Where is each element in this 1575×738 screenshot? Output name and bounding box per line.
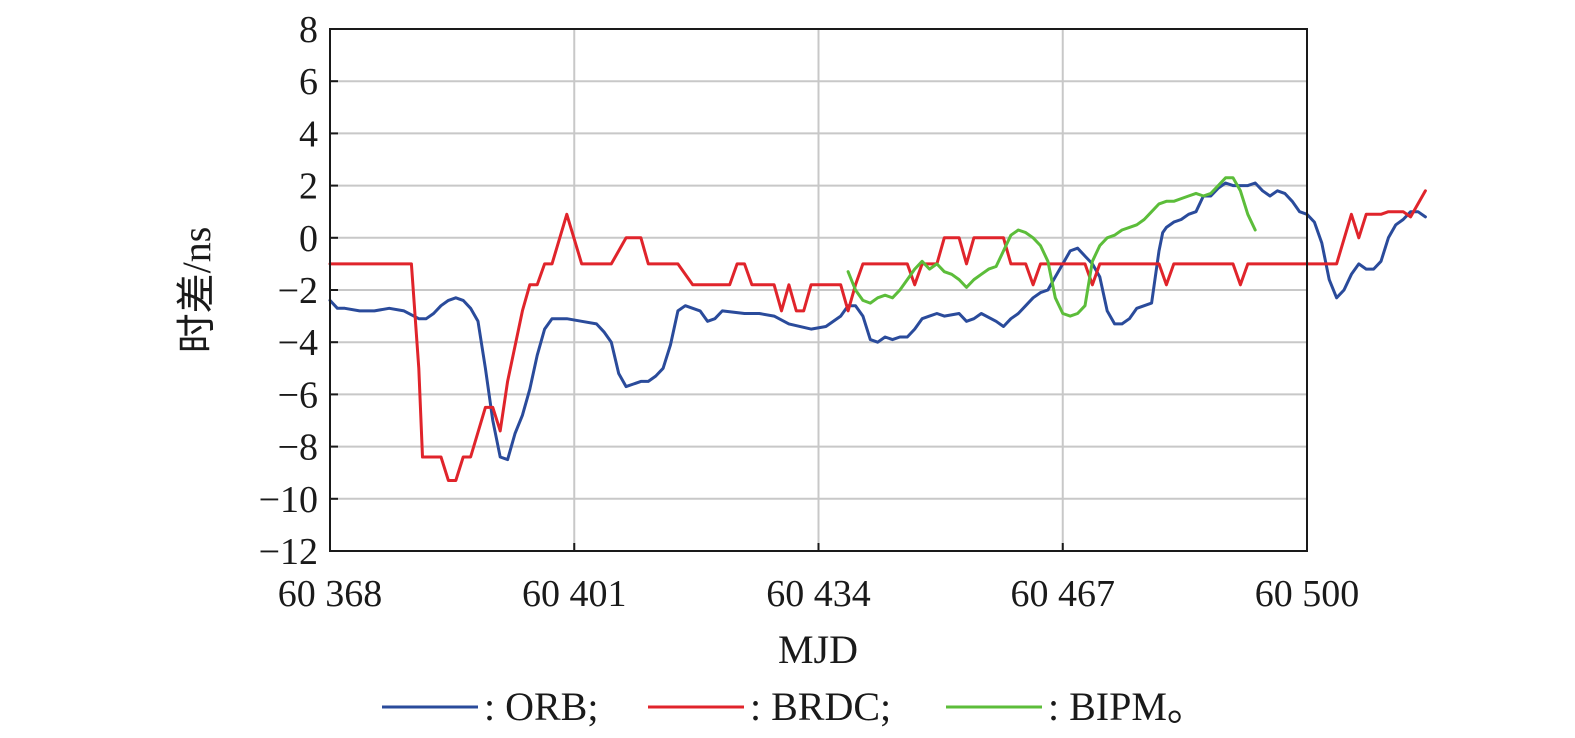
y-tick-label: −12 [259,531,318,573]
series-lines [328,176,1427,482]
x-tick-label: 60 467 [1011,573,1116,615]
y-axis-ticks: 8 6 4 2 0 −2 −4 −6 −8 −10 −12 [259,9,338,573]
y-tick-label: −4 [278,322,318,364]
y-tick-label: −8 [278,427,318,469]
y-tick-label: 6 [299,61,318,103]
series-line-orb [328,181,1427,462]
x-tick-label: 60 401 [522,573,627,615]
y-tick-label: −6 [278,374,318,416]
x-tick-label: 60 368 [278,573,383,615]
y-tick-label: 8 [299,9,318,51]
legend-label-bipm: : BIPM。 [1048,684,1207,729]
y-tick-label: −10 [259,479,318,521]
x-tick-label: 60 500 [1255,573,1360,615]
x-tick-label: 60 434 [766,573,871,615]
legend-label-brdc: : BRDC; [750,684,891,729]
grid [330,29,1307,551]
legend: : ORB; : BRDC; : BIPM。 [382,684,1207,729]
y-axis-title: 时差/ns [174,227,219,354]
series-line-brdc [328,189,1427,482]
x-axis-ticks: 60 368 60 401 60 434 60 467 60 500 [278,543,1360,615]
y-tick-label: 2 [299,166,318,208]
y-tick-label: −2 [278,270,318,312]
y-tick-label: 0 [299,218,318,260]
legend-label-orb: : ORB; [484,684,598,729]
y-tick-label: 4 [299,113,318,155]
series-line-bipm [846,176,1257,318]
x-axis-title: MJD [778,627,858,672]
